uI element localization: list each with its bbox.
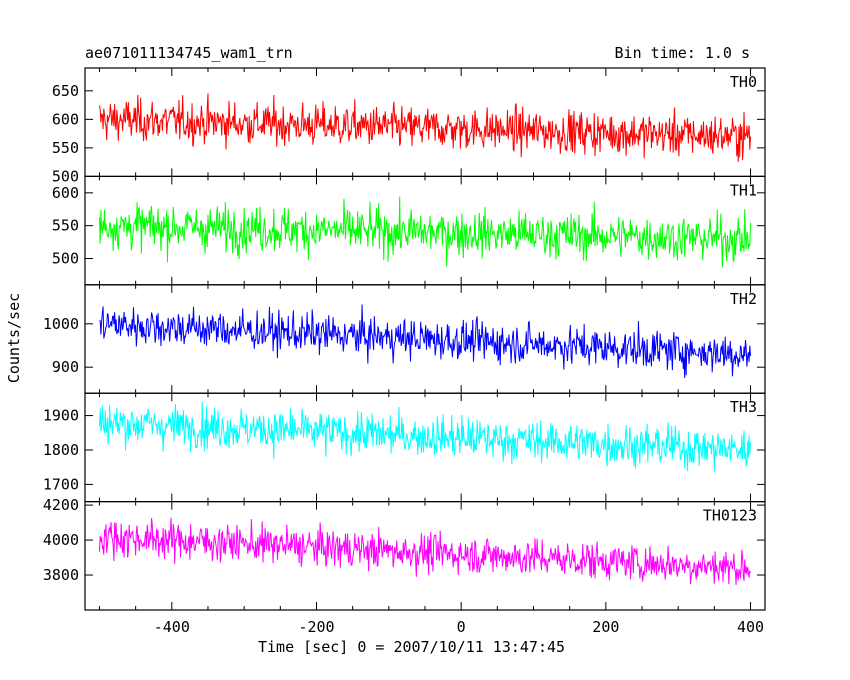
series-line-th0 (98, 93, 752, 162)
y-tick-label: 1700 (43, 475, 79, 493)
x-tick-label: 400 (737, 618, 764, 636)
y-tick-label: 650 (52, 82, 79, 100)
x-tick-label: 200 (592, 618, 619, 636)
y-tick-label: 1800 (43, 441, 79, 459)
series-line-th3 (98, 401, 752, 472)
series-line-th1 (98, 196, 752, 268)
y-tick-label: 900 (52, 358, 79, 376)
y-tick-label: 550 (52, 217, 79, 235)
x-tick-label: 0 (457, 618, 466, 636)
panel-label-th3: TH3 (730, 398, 757, 416)
y-tick-label: 600 (52, 184, 79, 202)
y-tick-label: 1900 (43, 407, 79, 425)
y-tick-label: 600 (52, 110, 79, 128)
y-tick-label: 550 (52, 139, 79, 157)
x-tick-label: -400 (154, 618, 190, 636)
bin-time-label: Bin time: 1.0 s (614, 44, 750, 62)
y-tick-label: 500 (52, 167, 79, 185)
panel-label-th2: TH2 (730, 290, 757, 308)
y-tick-label: 4000 (43, 531, 79, 549)
y-tick-label: 500 (52, 250, 79, 268)
panel-frame-th3 (84, 392, 766, 503)
y-tick-label: 3800 (43, 566, 79, 584)
panel-label-th1: TH1 (730, 181, 757, 199)
panel-label-th0: TH0 (730, 73, 757, 91)
y-tick-label: 1000 (43, 315, 79, 333)
series-line-th0123 (98, 517, 752, 585)
panel-label-th0123: TH0123 (703, 507, 757, 525)
chart-title: ae071011134745_wam1_trn (85, 44, 293, 62)
y-tick-label: 4200 (43, 496, 79, 514)
series-line-th2 (99, 304, 752, 379)
x-axis-label: Time [sec] 0 = 2007/10/11 13:47:45 (258, 638, 566, 656)
x-tick-label: -200 (298, 618, 334, 636)
y-axis-label: Counts/sec (5, 292, 23, 384)
